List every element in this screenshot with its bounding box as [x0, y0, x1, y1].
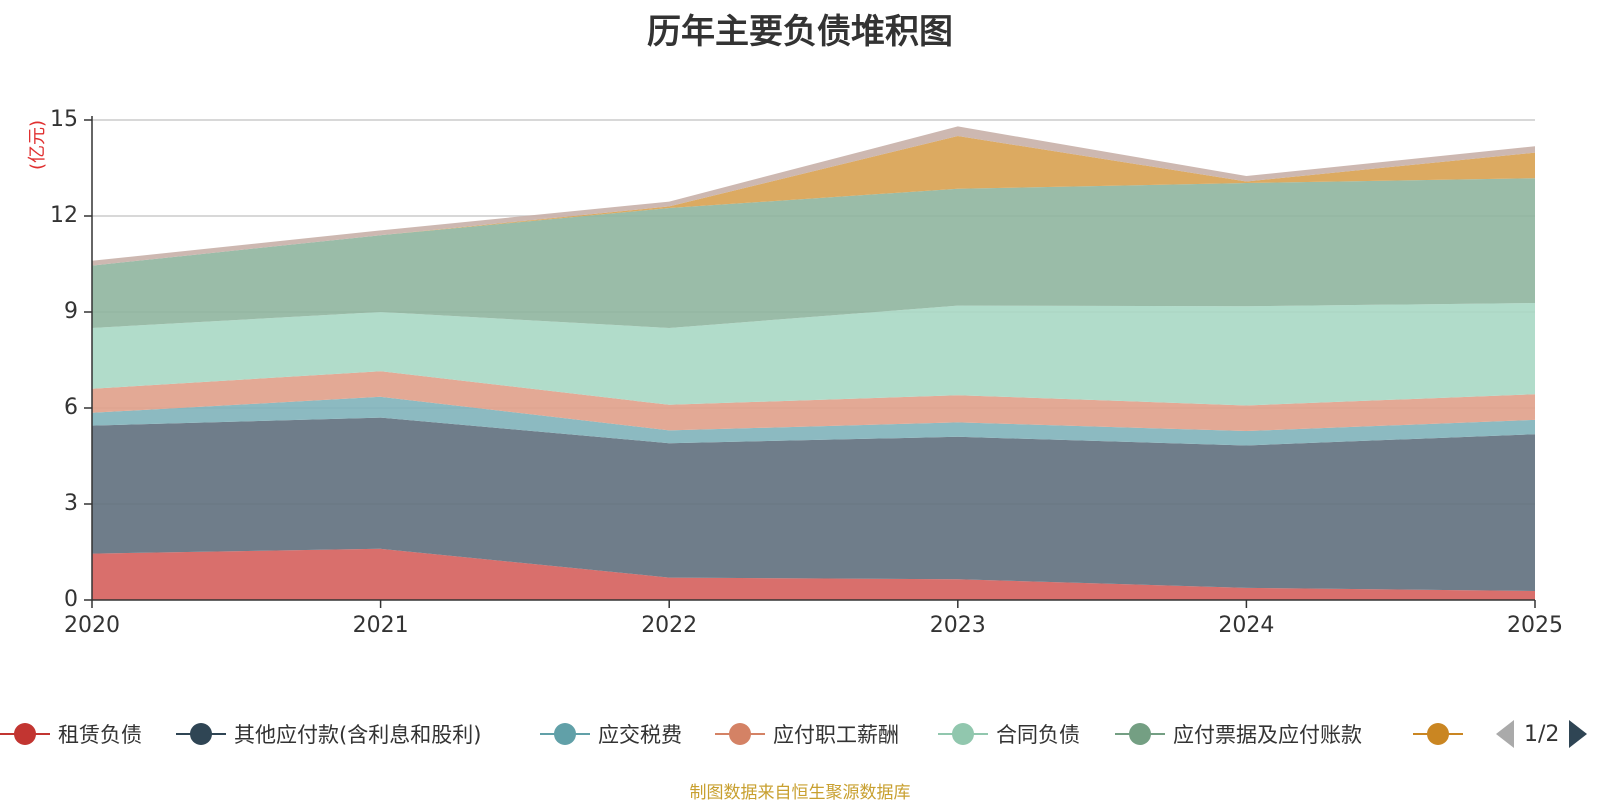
legend-item[interactable]: 应交税费	[540, 714, 682, 754]
stacked-area-chart: 0 3 6 9 12 15 2020 2021 2022 2023 2024 2025 (亿元)	[27, 107, 1563, 638]
legend-marker-icon	[1115, 723, 1165, 745]
legend-page-label: 1/2	[1524, 721, 1560, 747]
chart-title: 历年主要负债堆积图	[647, 12, 953, 52]
legend-next-page-icon[interactable]	[1569, 720, 1588, 748]
y-tick-label: 9	[64, 299, 78, 324]
legend-label: 租赁负债	[58, 723, 142, 747]
legend-item[interactable]: 短	[1413, 714, 1465, 754]
legend-marker-icon	[0, 723, 50, 745]
legend-item[interactable]: 租赁负债	[0, 714, 142, 754]
legend-prev-page-icon[interactable]	[1496, 720, 1514, 748]
legend-marker-icon	[1413, 723, 1463, 745]
x-tick-label: 2024	[1218, 613, 1274, 638]
legend-label: 合同负债	[996, 723, 1080, 747]
legend-marker-icon	[540, 723, 590, 745]
y-tick-label: 6	[64, 395, 78, 420]
area-series-2[interactable]	[92, 396, 1535, 446]
area-series-0[interactable]	[92, 548, 1535, 600]
legend-pager: 1/2	[1496, 716, 1588, 752]
x-tick-label: 2020	[64, 613, 120, 638]
legend-marker-icon	[715, 723, 765, 745]
y-tick-label: 3	[64, 491, 78, 516]
legend-label: 应交税费	[598, 723, 682, 747]
legend-label: 其他应付款(含利息和股利)	[234, 723, 482, 747]
legend-item[interactable]: 应付职工薪酬	[715, 714, 899, 754]
area-series-1[interactable]	[92, 417, 1535, 592]
source-note: 制图数据来自恒生聚源数据库	[689, 783, 911, 803]
x-tick-label: 2025	[1507, 613, 1563, 638]
y-axis-label: (亿元)	[27, 120, 48, 170]
area-series-4[interactable]	[92, 303, 1535, 406]
x-tick-label: 2023	[930, 613, 986, 638]
legend: 租赁负债 其他应付款(含利息和股利) 应交税费 应付职工薪酬 合同负债 应付票据及应付账款…	[0, 714, 1465, 754]
legend-item[interactable]: 应付票据及应付账款	[1115, 714, 1362, 754]
area-series-5[interactable]	[92, 178, 1535, 328]
area-series-3[interactable]	[92, 371, 1535, 432]
y-tick-label: 15	[50, 107, 78, 132]
y-tick-label: 0	[64, 587, 78, 612]
x-tick-label: 2022	[641, 613, 697, 638]
legend-marker-icon	[938, 723, 988, 745]
legend-item[interactable]: 合同负债	[938, 714, 1080, 754]
y-tick-label: 12	[50, 203, 78, 228]
legend-item[interactable]: 其他应付款(含利息和股利)	[176, 714, 481, 754]
legend-marker-icon	[176, 723, 226, 745]
x-tick-label: 2021	[353, 613, 409, 638]
legend-label: 应付票据及应付账款	[1173, 723, 1362, 747]
legend-label: 应付职工薪酬	[773, 723, 899, 747]
